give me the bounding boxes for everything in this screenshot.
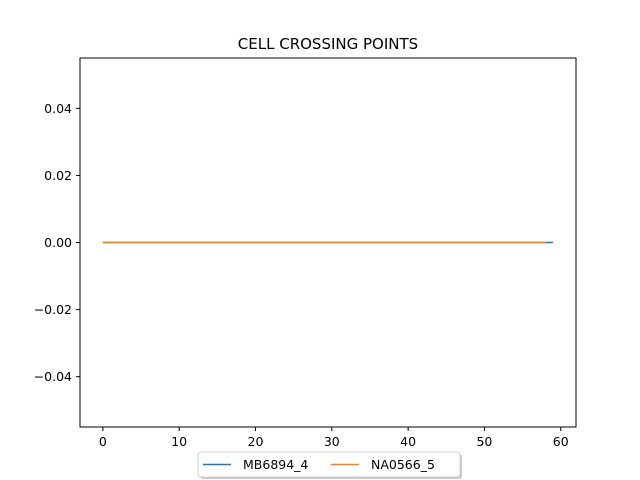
y-tick-label: −0.04: [34, 369, 72, 384]
x-tick-label: 10: [171, 434, 187, 449]
x-tick-label: 60: [553, 434, 569, 449]
y-tick-label: 0.04: [44, 101, 72, 116]
legend-box: [197, 451, 461, 478]
x-tick-label: 20: [248, 434, 264, 449]
legend: MB6894_4 NA0566_5: [197, 451, 462, 479]
x-tick-label: 30: [324, 434, 340, 449]
legend-label-1: MB6894_4: [243, 457, 308, 472]
x-tick-label: 40: [400, 434, 416, 449]
y-tick-label: 0.00: [44, 235, 72, 250]
x-tick-label: 50: [476, 434, 492, 449]
y-axis: −0.04 −0.02 0.00 0.02 0.04: [34, 101, 80, 384]
y-tick-label: −0.02: [34, 302, 72, 317]
y-tick-label: 0.02: [44, 168, 72, 183]
chart-title: CELL CROSSING POINTS: [238, 35, 418, 53]
x-axis: 0 10 20 30 40 50 60: [99, 427, 569, 449]
x-tick-label: 0: [99, 434, 107, 449]
legend-label-2: NA0566_5: [371, 457, 435, 472]
